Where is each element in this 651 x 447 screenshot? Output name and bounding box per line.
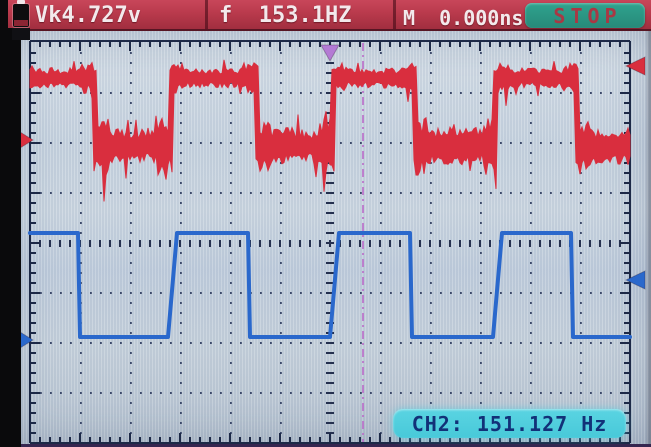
bezel-top-left [0,0,8,28]
ch1-voltage-readout: Vk4.727v [35,3,141,29]
ch2-frequency-readout: CH2: 151.127 Hz [393,409,626,438]
bezel-left [0,28,21,447]
stop-status-badge: STOP [525,3,645,28]
status-divider [205,0,208,29]
status-bar: Vk4.727v f 153.1HZ M 0.000ns STOP [8,0,651,31]
trace-ch1 [30,60,630,202]
graticule [30,41,630,443]
bezel-corner [12,28,30,40]
waveform-display [0,0,651,447]
timebase-readout: M 0.000ns [403,5,523,31]
frequency-readout: f 153.1HZ [219,3,351,29]
battery-icon [13,4,29,27]
status-divider [393,0,396,29]
ch1-position-marker [20,132,33,148]
trace-ch2 [30,233,630,337]
trigger-position-marker [321,45,339,61]
ch2-position-marker [20,332,33,348]
oscilloscope-screen: Vk4.727v f 153.1HZ M 0.000ns STOP CH2: 1… [0,0,651,447]
